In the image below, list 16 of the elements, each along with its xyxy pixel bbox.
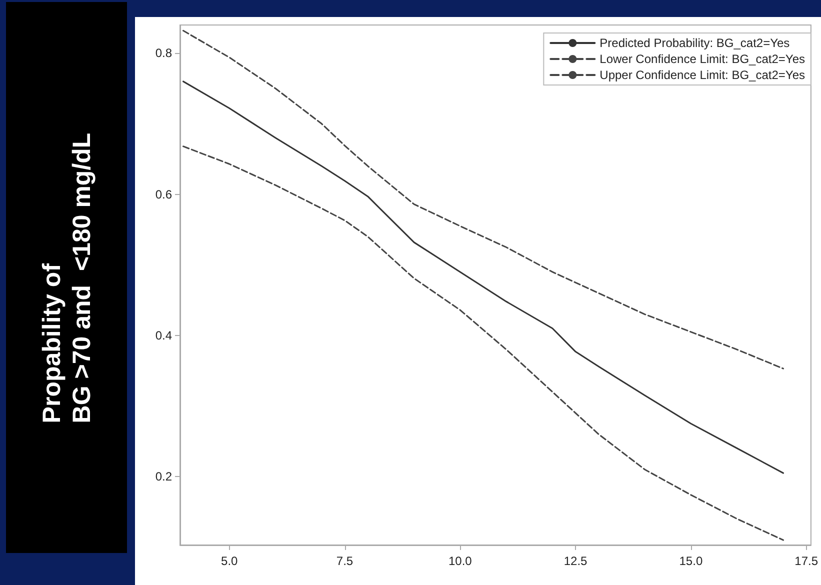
legend-label: Upper Confidence Limit: BG_cat2=Yes: [600, 68, 805, 82]
x-tick-label: 7.5: [336, 554, 354, 568]
y-tick-label: 0.6: [155, 187, 172, 202]
y-tick-label: 0.8: [155, 46, 172, 60]
x-tick-label: 17.5: [794, 554, 818, 568]
y-tick-label: 0.4: [155, 328, 172, 342]
x-tick-label: 15.0: [679, 554, 703, 568]
x-tick-label: 5.0: [221, 554, 238, 568]
legend-label: Predicted Probability: BG_cat2=Yes: [600, 36, 790, 50]
line-series: [182, 146, 784, 541]
x-tick-label: 10.0: [448, 554, 472, 568]
y-tick-label: 0.2: [155, 470, 172, 484]
line-series: [182, 80, 784, 474]
x-tick-label: 12.5: [564, 554, 588, 568]
legend-label: Lower Confidence Limit: BG_cat2=Yes: [600, 52, 805, 66]
y-axis-title: Propability of BG >70 and <180 mg/dL: [36, 132, 96, 423]
